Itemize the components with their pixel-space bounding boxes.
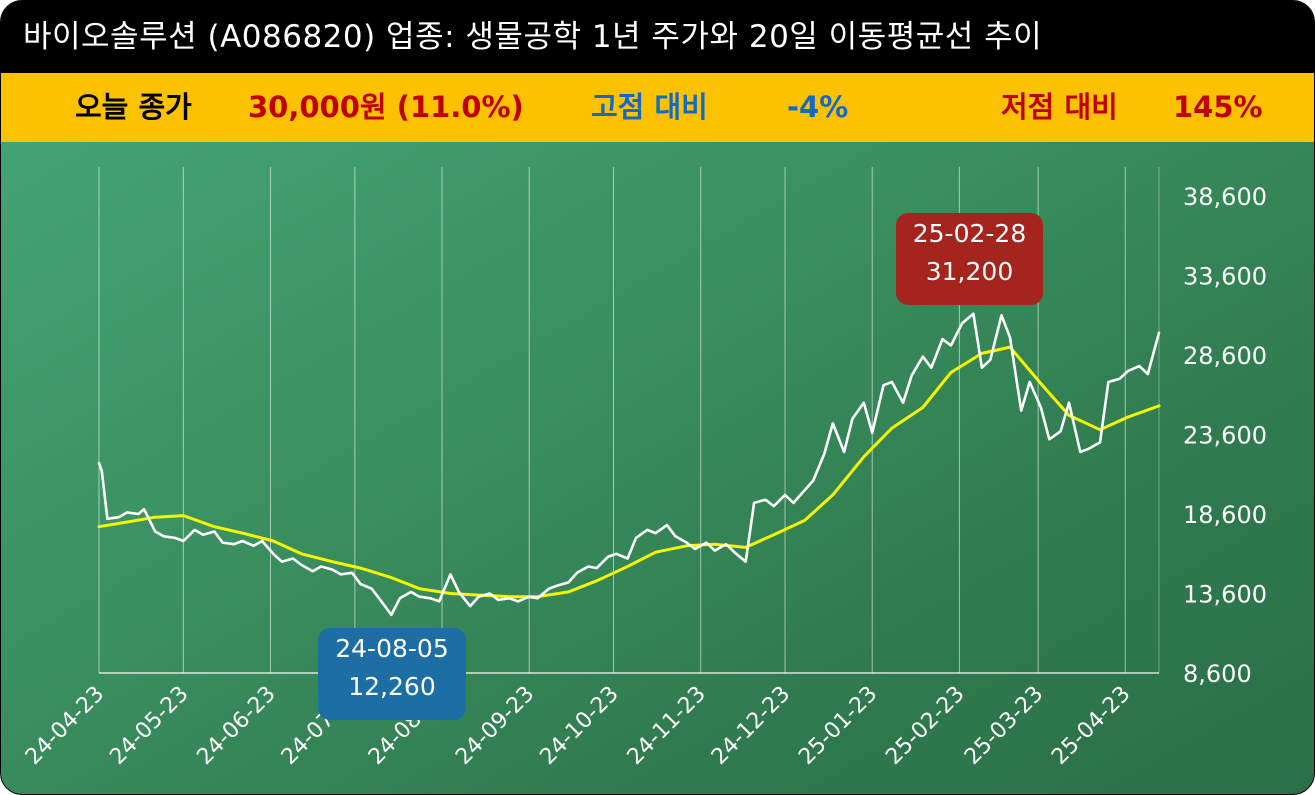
- summary-bar: 오늘 종가 30,000원 (11.0%) 고점 대비 -4% 저점 대비 14…: [1, 73, 1314, 142]
- x-tick-label: 25-04-23: [1047, 682, 1135, 770]
- high-compare-label: 고점 대비: [591, 90, 708, 124]
- x-tick-label: 24-10-23: [535, 682, 623, 770]
- y-tick-label: 13,600: [1183, 581, 1267, 609]
- x-tick-label: 25-02-23: [881, 682, 969, 770]
- low-compare-label: 저점 대비: [1001, 90, 1118, 124]
- x-tick-label: 24-12-23: [707, 682, 795, 770]
- series-group: [97, 312, 1161, 617]
- chart-title: 바이오솔루션 (A086820) 업종: 생물공학 1년 주가와 20일 이동평…: [1, 1, 1314, 73]
- y-tick-label: 38,600: [1183, 183, 1267, 211]
- high-annotation-value: 31,200: [925, 257, 1014, 286]
- price-line: [97, 312, 1161, 617]
- y-tick-label: 33,600: [1183, 263, 1267, 291]
- x-tick-label: 25-03-23: [960, 682, 1048, 770]
- y-axis-labels: 38,600 33,600 28,600 23,600 18,600 13,600 8,60…: [1183, 183, 1267, 688]
- y-tick-label: 18,600: [1183, 501, 1267, 529]
- low-annotation-date: 24-08-05: [335, 634, 449, 663]
- high-compare-value: -4%: [787, 90, 849, 124]
- x-tick-label: 24-05-23: [105, 682, 193, 770]
- x-tick-label: 25-01-23: [794, 682, 882, 770]
- low-annotation-value: 12,260: [348, 672, 436, 701]
- y-tick-label: 28,600: [1183, 342, 1267, 370]
- x-tick-label: 24-04-23: [21, 682, 109, 770]
- x-tick-label: 24-06-23: [192, 682, 280, 770]
- high-annotation-date: 25-02-28: [912, 219, 1027, 248]
- y-tick-label: 23,600: [1183, 422, 1267, 450]
- y-tick-label: 8,600: [1183, 660, 1252, 688]
- close-value: 30,000원 (11.0%): [248, 90, 524, 124]
- ma20-line: [97, 345, 1161, 599]
- x-axis-labels: 24-04-2324-05-2324-06-2324-07-2324-08-23…: [21, 682, 1136, 770]
- x-tick-label: 24-11-23: [623, 682, 711, 770]
- close-label: 오늘 종가: [75, 90, 192, 124]
- high-annotation: 25-02-28 31,200: [896, 213, 1043, 305]
- low-compare-value: 145%: [1173, 90, 1263, 124]
- low-annotation: 24-08-05 12,260: [318, 628, 466, 720]
- line-chart: 38,600 33,600 28,600 23,600 18,600 13,600 8,60…: [21, 167, 1267, 770]
